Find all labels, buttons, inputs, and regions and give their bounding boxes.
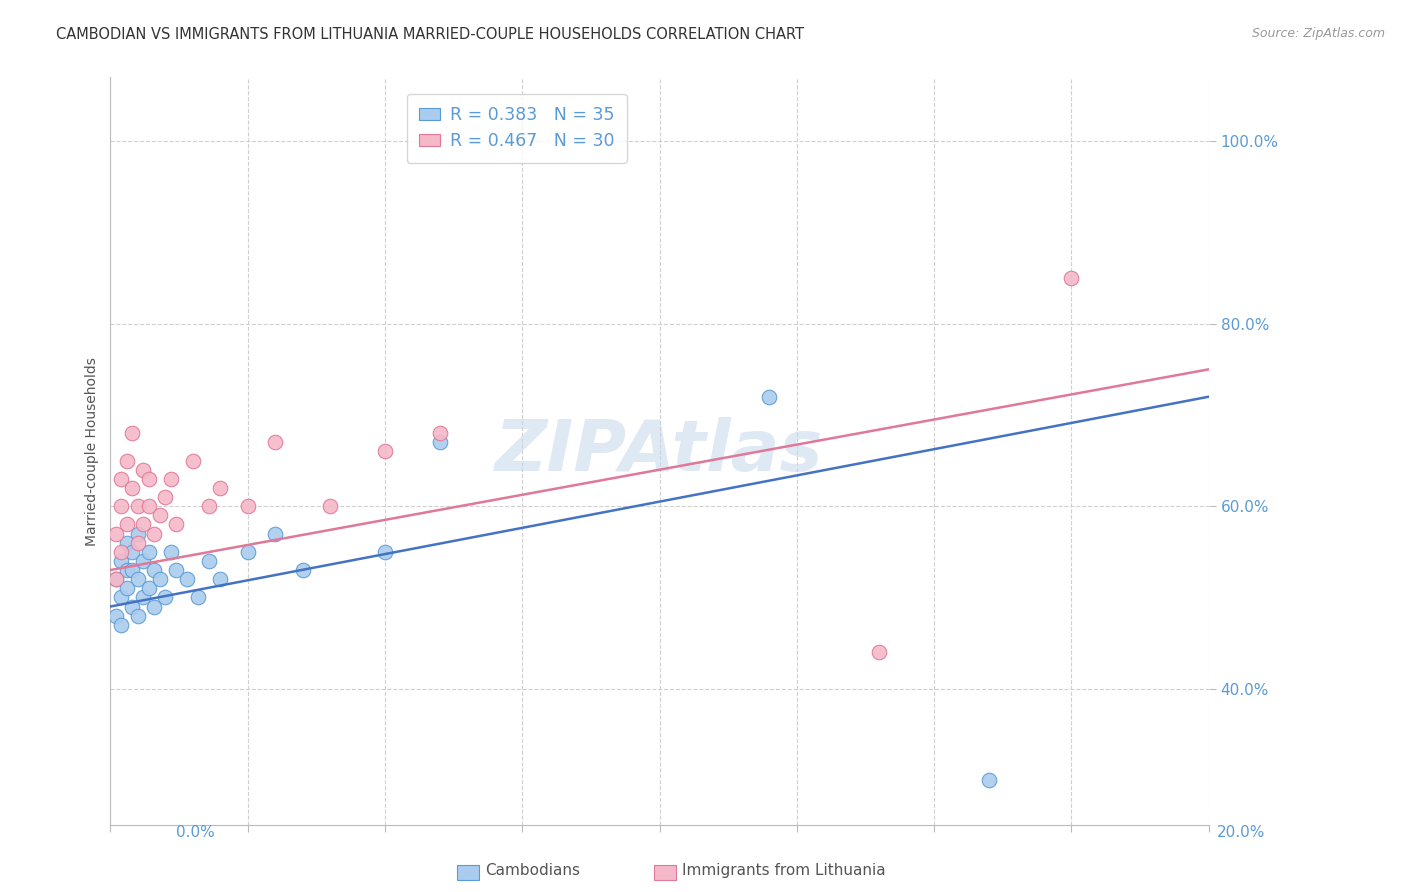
Point (143, 599, 166, 614)
Point (291, 563, 314, 577)
Point (121, 563, 143, 577)
Point (209, 572, 232, 586)
Text: 0.0%: 0.0% (176, 825, 215, 840)
Point (121, 426, 143, 441)
Point (181, 453, 204, 467)
Point (236, 545, 259, 559)
Point (429, 426, 451, 441)
Text: ZIPAtlas: ZIPAtlas (495, 417, 824, 486)
Point (165, 517, 187, 532)
Point (127, 608, 149, 623)
Point (138, 472, 160, 486)
Point (187, 591, 209, 605)
Point (176, 572, 198, 586)
Point (115, 453, 138, 467)
Text: Cambodians: Cambodians (485, 863, 581, 878)
Point (977, 772, 1000, 787)
Point (758, 390, 780, 404)
Point (132, 517, 155, 532)
Y-axis label: Married-couple Households: Married-couple Households (86, 357, 100, 546)
Text: Immigrants from Lithuania: Immigrants from Lithuania (682, 863, 886, 878)
Point (198, 554, 221, 568)
Point (155, 591, 177, 605)
Point (127, 526, 149, 541)
Point (209, 481, 232, 495)
Point (110, 545, 132, 559)
Point (374, 545, 396, 559)
Point (264, 435, 287, 450)
Point (236, 499, 259, 513)
Point (159, 472, 181, 486)
Point (110, 499, 132, 513)
Point (104, 572, 127, 586)
Point (121, 545, 143, 559)
Point (104, 526, 127, 541)
Point (868, 645, 890, 659)
Point (429, 435, 451, 450)
Point (143, 563, 166, 577)
Point (121, 599, 143, 614)
Text: Source: ZipAtlas.com: Source: ZipAtlas.com (1251, 27, 1385, 40)
Point (110, 617, 132, 632)
Point (127, 572, 149, 586)
Point (110, 591, 132, 605)
Text: 20.0%: 20.0% (1218, 825, 1265, 840)
Point (198, 499, 221, 513)
Point (374, 444, 396, 458)
Point (115, 517, 138, 532)
Point (149, 508, 172, 523)
Point (132, 554, 155, 568)
Point (115, 563, 138, 577)
Point (264, 526, 287, 541)
Point (143, 526, 166, 541)
Point (1060, 271, 1083, 285)
Point (155, 490, 177, 504)
Point (104, 572, 127, 586)
Point (138, 499, 160, 513)
Point (127, 535, 149, 549)
Point (110, 554, 132, 568)
Point (132, 463, 155, 477)
Point (115, 535, 138, 549)
Point (115, 582, 138, 596)
Point (165, 563, 187, 577)
Legend: R = 0.383   N = 35, R = 0.467   N = 30: R = 0.383 N = 35, R = 0.467 N = 30 (406, 94, 627, 162)
Point (127, 499, 149, 513)
Point (138, 582, 160, 596)
Point (138, 545, 160, 559)
Text: CAMBODIAN VS IMMIGRANTS FROM LITHUANIA MARRIED-COUPLE HOUSEHOLDS CORRELATION CHA: CAMBODIAN VS IMMIGRANTS FROM LITHUANIA M… (56, 27, 804, 42)
Point (110, 472, 132, 486)
Point (319, 499, 342, 513)
Point (149, 572, 172, 586)
Point (132, 591, 155, 605)
Point (159, 545, 181, 559)
Point (121, 481, 143, 495)
Point (104, 608, 127, 623)
